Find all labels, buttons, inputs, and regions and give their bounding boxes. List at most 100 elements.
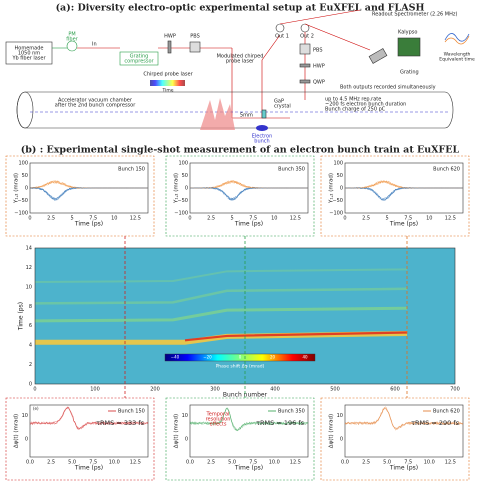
x-tick-label: 12.5	[130, 460, 141, 466]
x-tick-label: 100	[90, 387, 100, 393]
label: 1050 nm	[18, 51, 40, 57]
y-tick-label: 14	[26, 246, 32, 252]
x-tick-label: 2.5	[207, 460, 215, 466]
label: bunch	[254, 139, 269, 145]
x-tick-label: 7.5	[89, 460, 97, 466]
colorbar-tick: −20	[203, 355, 212, 360]
frame	[5, 155, 155, 237]
heatmap-band	[34, 306, 408, 323]
x-tick-label: 5.0	[228, 460, 236, 466]
label: Accelerator vacuum chamber	[58, 98, 133, 104]
curve	[29, 187, 148, 201]
legend: Bunch 150	[118, 409, 145, 415]
label: 5mm	[240, 113, 253, 119]
legend: Bunch 620	[433, 167, 460, 173]
label: QWP	[313, 80, 325, 86]
x-tick-label: 5.0	[68, 460, 76, 466]
x-axis-label: Bunch number	[223, 392, 268, 399]
label: fiber	[66, 37, 78, 43]
heatmap-tail	[408, 248, 455, 384]
label: crystal	[274, 104, 291, 110]
y-tick-label: 0	[340, 436, 343, 442]
y-axis-label: Δφ(t) (mrad)	[174, 414, 180, 448]
heatmap-band	[34, 268, 408, 283]
x-tick-label: 10.0	[109, 460, 120, 466]
curve	[344, 407, 464, 430]
x-tick-label: 12.5	[445, 460, 456, 466]
x-tick-label: 0	[28, 216, 31, 222]
colorbar-tick: 0	[239, 355, 242, 360]
x-tick-label: 0	[33, 387, 36, 393]
label: Out 1	[275, 34, 289, 40]
y-axis-label: Y₁,₂ (mrad)	[14, 173, 20, 204]
x-tick-label: 5	[71, 216, 74, 222]
frame	[5, 397, 155, 481]
frame	[320, 397, 470, 481]
x-tick-label: 10.0	[269, 460, 280, 466]
y-tick-label: 50	[182, 173, 188, 179]
label: PM	[68, 32, 75, 38]
frame	[165, 397, 315, 481]
x-tick-label: 300	[210, 387, 220, 393]
y-tick-label: 8	[29, 304, 32, 310]
label: Grating	[130, 54, 149, 60]
x-tick-label: 200	[150, 387, 160, 393]
heatmap-band	[184, 331, 408, 342]
curve	[29, 406, 149, 430]
label: ~200 fs electron bunch duration	[325, 102, 406, 108]
curve	[189, 408, 309, 431]
label: after the 2nd bunch compressor	[55, 103, 136, 109]
label: probe laser	[226, 59, 255, 65]
x-axis-label: Time (ps)	[389, 221, 418, 228]
tag: (e)	[33, 406, 39, 411]
y-tick-label: 0	[185, 186, 188, 192]
x-tick-label: 2.5	[207, 216, 215, 222]
y-tick-label: 100	[178, 161, 188, 167]
heatmap-band	[34, 287, 408, 305]
x-tick-label: 12.5	[290, 216, 301, 222]
y-axis-label: Y₁,₂ (mrad)	[174, 173, 180, 204]
x-tick-label: 0	[343, 216, 346, 222]
setup	[5, 9, 454, 131]
x-tick-label: 5.0	[383, 460, 391, 466]
x-tick-label: 10	[111, 216, 117, 222]
y-tick-label: 100	[18, 161, 28, 167]
curve	[29, 407, 149, 430]
annotation: Temporal	[206, 412, 230, 418]
x-tick-label: 7.5	[404, 216, 412, 222]
x-tick-label: 7.5	[404, 460, 412, 466]
trms: τRMS = 333 fs	[96, 419, 145, 427]
label: PBS	[313, 48, 323, 54]
legend: Bunch 350	[278, 409, 305, 415]
curve	[345, 406, 464, 431]
x-tick-label: 5	[231, 216, 234, 222]
y-tick-label: 50	[337, 173, 343, 179]
label: Kalypso	[398, 30, 417, 36]
x-tick-label: 0.0	[186, 460, 194, 466]
label: Wavelength	[444, 52, 471, 58]
x-tick-label: 0.0	[341, 460, 349, 466]
y-axis-label: Δφ(t) (mrad)	[329, 414, 335, 448]
label: Grating	[400, 70, 419, 76]
x-tick-label: 2.5	[362, 216, 370, 222]
x-tick-label: 12.5	[445, 216, 456, 222]
y-tick-label: 10	[337, 413, 343, 419]
legend: Bunch 150	[118, 167, 145, 173]
label: compressor	[124, 59, 154, 65]
y-tick-label: −100	[329, 211, 343, 217]
colorbar-tick: 20	[270, 355, 276, 360]
annotation: effects	[210, 422, 227, 428]
x-tick-label: 10	[271, 216, 277, 222]
label: Yb fiber laser	[11, 56, 46, 62]
legend: Bunch 620	[433, 409, 460, 415]
y-axis-label: Y₁,₂ (mrad)	[329, 173, 335, 204]
x-axis-label: Time (ps)	[389, 465, 418, 472]
x-tick-label: 7.5	[89, 216, 97, 222]
x-axis-label: Time (ps)	[74, 221, 103, 228]
colorbar	[164, 353, 316, 362]
annotation: resolution	[206, 417, 231, 423]
x-tick-label: 2.5	[47, 460, 55, 466]
y-tick-label: −50	[332, 198, 343, 204]
curve	[345, 187, 463, 201]
colorbar-label: Phase shift Δφ (mrad)	[216, 364, 265, 370]
